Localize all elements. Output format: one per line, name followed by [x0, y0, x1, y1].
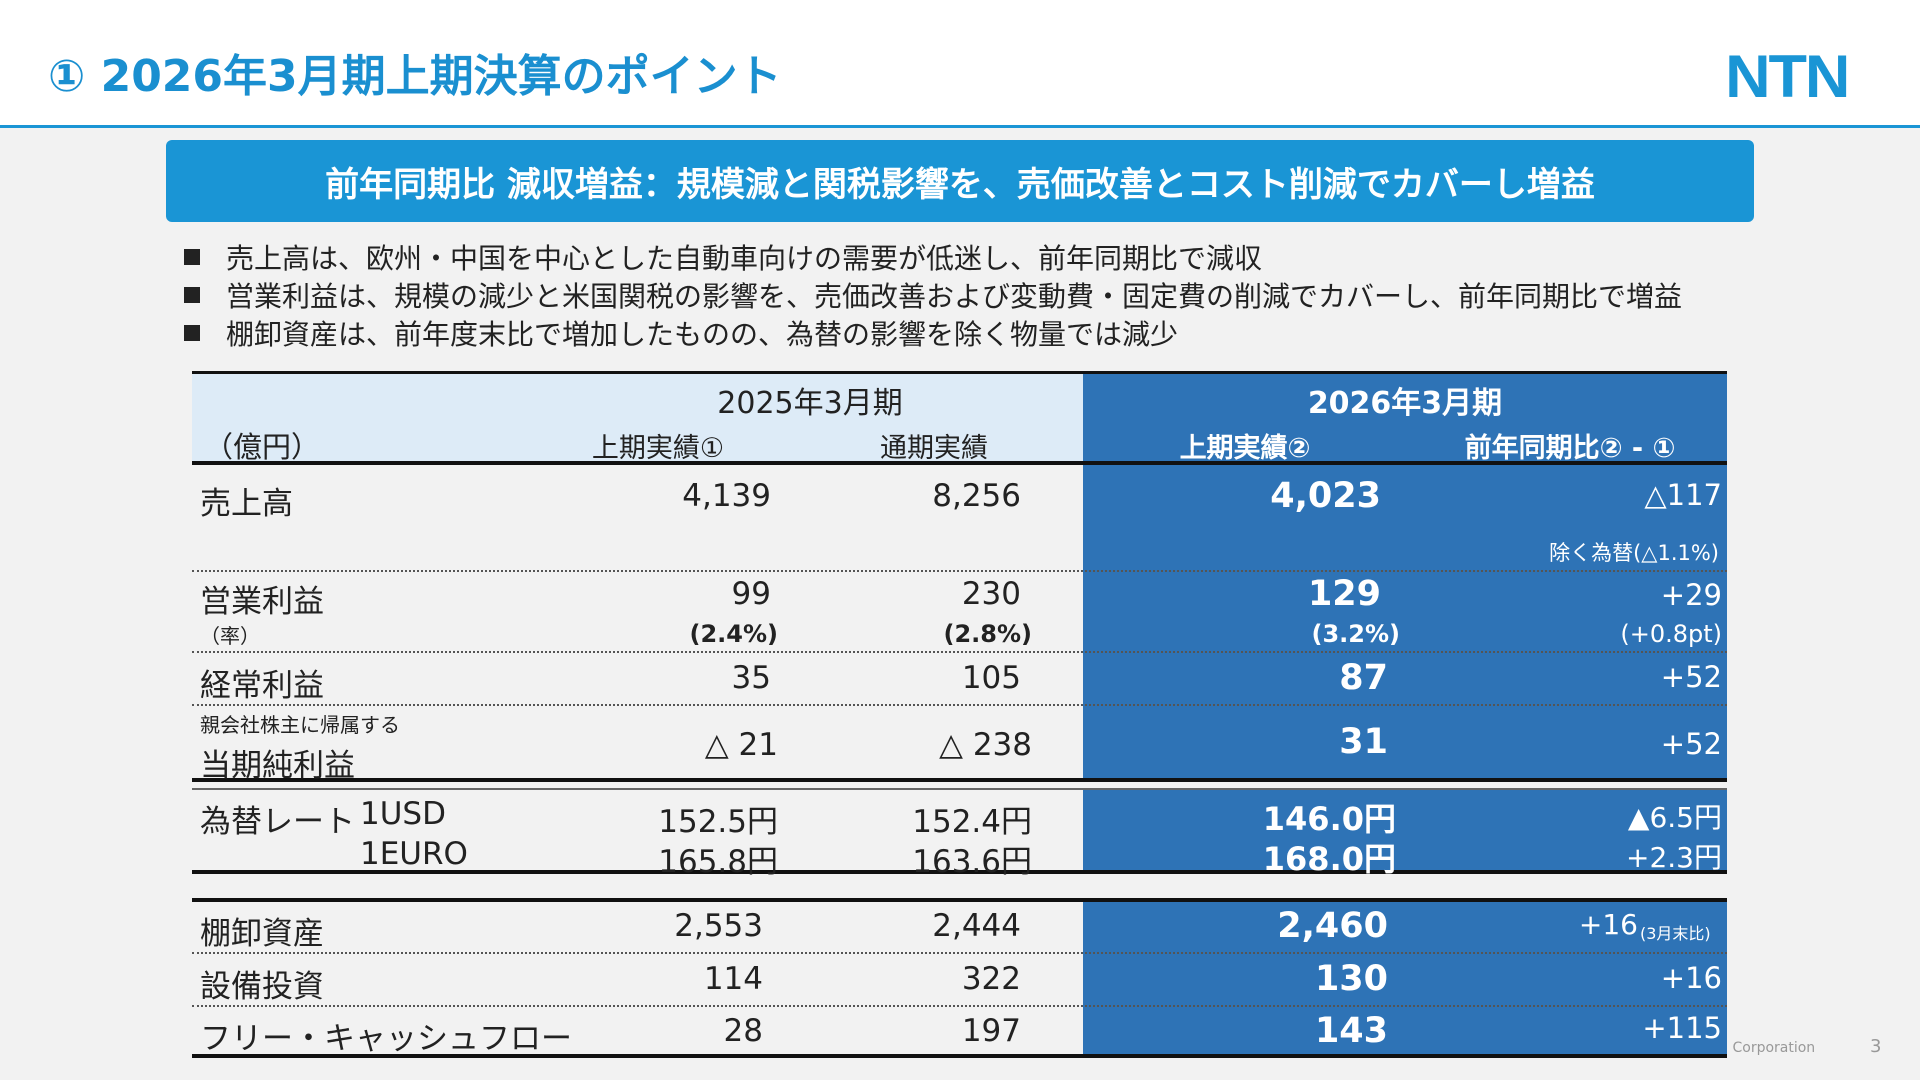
- cell: 168.0円: [1262, 840, 1396, 878]
- list-item: 棚卸資産は、前年度末比で増加したものの、為替の影響を除く物量では減少: [182, 314, 1682, 352]
- cell: 146.0円: [1262, 800, 1396, 838]
- fy2025-header-bg: [192, 372, 1083, 463]
- section-rule: [192, 778, 1727, 782]
- table-bottom-rule: [192, 1054, 1727, 1058]
- cell: 163.6円: [912, 844, 1032, 880]
- section-rule: [192, 788, 1727, 790]
- currency-usd: 1USD: [360, 796, 446, 832]
- cell: (2.8%): [943, 620, 1033, 648]
- cell: +29: [1660, 578, 1722, 612]
- row-divider: [192, 1005, 1727, 1007]
- row-divider: [192, 952, 1727, 954]
- section-rule: [192, 898, 1727, 902]
- row-label-net-income: 当期純利益: [200, 748, 355, 784]
- cell: △ 21: [704, 727, 778, 763]
- cell: (+0.8pt): [1620, 620, 1722, 648]
- fy2026-header: 2026年3月期: [1307, 386, 1503, 421]
- cell: +2.3円: [1626, 841, 1722, 874]
- col-h1-actual: 上期実績①: [591, 433, 725, 464]
- cell: 130: [1314, 959, 1388, 999]
- bullet-text: 棚卸資産は、前年度末比で増加したものの、為替の影響を除く物量では減少: [226, 318, 1179, 351]
- ntn-logo: NTN: [1725, 43, 1850, 110]
- section-rule: [192, 870, 1727, 874]
- cell: 105: [961, 660, 1021, 696]
- col-h1-actual-2026: 上期実績②: [1179, 433, 1311, 464]
- cell: 114: [703, 961, 763, 997]
- page-title: ① 2026年3月期上期決算のポイント: [48, 51, 782, 102]
- row-label-fx-rate: 為替レート: [200, 804, 355, 840]
- header: ① 2026年3月期上期決算のポイント NTN: [0, 0, 1920, 128]
- cell: 8,256: [932, 478, 1021, 514]
- fy2025-header: 2025年3月期: [717, 386, 903, 421]
- list-item: 営業利益は、規模の減少と米国関税の影響を、売価改善および変動費・固定費の削減でカ…: [182, 276, 1682, 314]
- cell: 4,023: [1270, 476, 1381, 516]
- cell: 4,139: [682, 478, 771, 514]
- bullet-text: 売上高は、欧州・中国を中心とした自動車向けの需要が低迷し、前年同期比で減収: [226, 242, 1263, 275]
- square-bullet-icon: [184, 249, 200, 265]
- row-divider: [192, 570, 1727, 572]
- page-number: 3: [1870, 1036, 1882, 1057]
- square-bullet-icon: [184, 287, 200, 303]
- cell: 152.4円: [912, 804, 1032, 840]
- cell: ▲6.5円: [1627, 801, 1722, 834]
- cell: △117: [1644, 478, 1722, 512]
- row-label-inventory: 棚卸資産: [200, 916, 324, 952]
- fy2026-fx-bg: [1083, 790, 1727, 872]
- cell: 197: [961, 1013, 1021, 1049]
- cell: +52: [1660, 727, 1722, 761]
- row-label-sales: 売上高: [200, 486, 293, 522]
- row-divider: [192, 651, 1727, 653]
- cell: +16: [1660, 961, 1722, 995]
- header-rule: [192, 461, 1727, 465]
- unit-label: （億円）: [204, 430, 321, 464]
- fy2026-column-bg: [1083, 372, 1727, 780]
- bullet-list: 売上高は、欧州・中国を中心とした自動車向けの需要が低迷し、前年同期比で減収 営業…: [182, 238, 1682, 352]
- cell: 31: [1339, 722, 1388, 762]
- cell: 322: [961, 961, 1021, 997]
- cell: △ 238: [939, 727, 1032, 763]
- cell: 87: [1339, 658, 1388, 698]
- cell: +16: [1578, 908, 1638, 941]
- square-bullet-icon: [184, 325, 200, 341]
- cell: 165.8円: [658, 844, 778, 880]
- cell: 143: [1314, 1011, 1388, 1051]
- cell: 2,553: [674, 908, 763, 944]
- row-divider: [192, 704, 1727, 706]
- cell: 35: [731, 660, 771, 696]
- fx-excluded-note: 除く為替(△1.1%): [1549, 541, 1719, 565]
- cell: 28: [723, 1013, 763, 1049]
- row-label-capex: 設備投資: [200, 969, 324, 1005]
- cell: (3.2%): [1311, 620, 1401, 648]
- summary-banner: 前年同期比 減収増益：規模減と関税影響を、売価改善とコスト削減でカバーし増益: [166, 140, 1754, 222]
- row-label-operating-profit: 営業利益: [200, 584, 324, 620]
- cell: +115: [1642, 1011, 1722, 1045]
- bullet-text: 営業利益は、規模の減少と米国関税の影響を、売価改善および変動費・固定費の削減でカ…: [226, 280, 1683, 313]
- rate-label: （率）: [200, 624, 260, 648]
- list-item: 売上高は、欧州・中国を中心とした自動車向けの需要が低迷し、前年同期比で減収: [182, 238, 1682, 276]
- fy2026-balance-bg: [1083, 900, 1727, 1056]
- cell: 2,460: [1277, 906, 1388, 946]
- row-label-ordinary-profit: 経常利益: [200, 668, 324, 704]
- table-top-rule: [192, 371, 1727, 374]
- inventory-note: (3月末比): [1640, 924, 1711, 943]
- col-yoy-change: 前年同期比② - ①: [1464, 433, 1676, 464]
- cell: +52: [1660, 660, 1722, 694]
- net-income-prefix: 親会社株主に帰属する: [200, 713, 400, 737]
- cell: 99: [731, 576, 771, 612]
- row-label-free-cash-flow: フリー・キャッシュフロー: [200, 1021, 572, 1057]
- cell: 2,444: [932, 908, 1021, 944]
- cell: 152.5円: [658, 804, 778, 840]
- col-fy-actual: 通期実績: [880, 433, 988, 464]
- currency-euro: 1EURO: [360, 836, 468, 872]
- cell: 129: [1307, 574, 1381, 614]
- cell: 230: [961, 576, 1021, 612]
- cell: (2.4%): [689, 620, 779, 648]
